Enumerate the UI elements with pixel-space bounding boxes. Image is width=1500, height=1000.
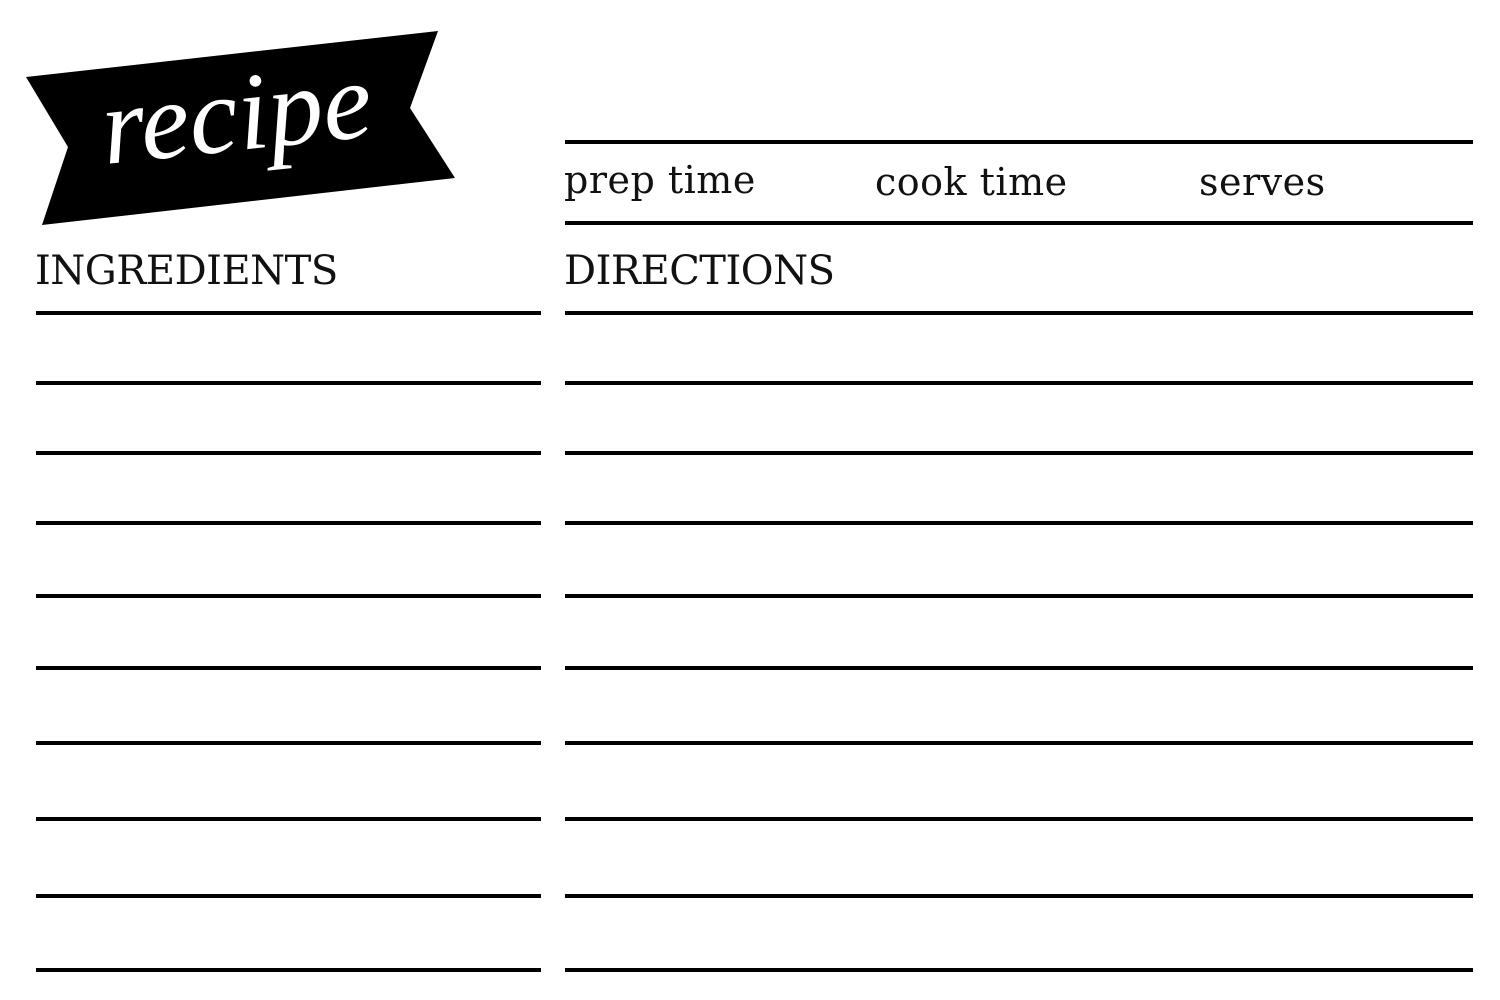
directions-line[interactable] (565, 968, 1473, 972)
ingredients-line[interactable] (36, 894, 541, 898)
ingredients-heading: INGREDIENTS (35, 248, 338, 294)
serves-label: serves (1199, 160, 1326, 204)
directions-line[interactable] (565, 381, 1473, 385)
directions-line[interactable] (565, 666, 1473, 670)
ingredients-line[interactable] (36, 741, 541, 745)
banner-title: recipe (95, 38, 377, 188)
ingredients-line[interactable] (36, 451, 541, 455)
directions-line[interactable] (565, 451, 1473, 455)
directions-line[interactable] (565, 521, 1473, 525)
cook-time-label: cook time (875, 160, 1068, 204)
ingredients-line[interactable] (36, 817, 541, 821)
ingredients-line[interactable] (36, 968, 541, 972)
recipe-banner: recipe (26, 31, 455, 225)
ingredients-line[interactable] (36, 521, 541, 525)
banner-shape (26, 31, 455, 225)
directions-line[interactable] (565, 311, 1473, 315)
ingredients-line[interactable] (36, 594, 541, 598)
prep-time-label: prep time (564, 158, 756, 202)
meta-bottom-rule (565, 221, 1473, 225)
directions-line[interactable] (565, 594, 1473, 598)
directions-heading: DIRECTIONS (564, 248, 835, 294)
directions-line[interactable] (565, 894, 1473, 898)
directions-line[interactable] (565, 817, 1473, 821)
ingredients-line[interactable] (36, 311, 541, 315)
meta-top-rule (565, 140, 1473, 144)
ingredients-line[interactable] (36, 381, 541, 385)
ingredients-line[interactable] (36, 666, 541, 670)
directions-line[interactable] (565, 741, 1473, 745)
